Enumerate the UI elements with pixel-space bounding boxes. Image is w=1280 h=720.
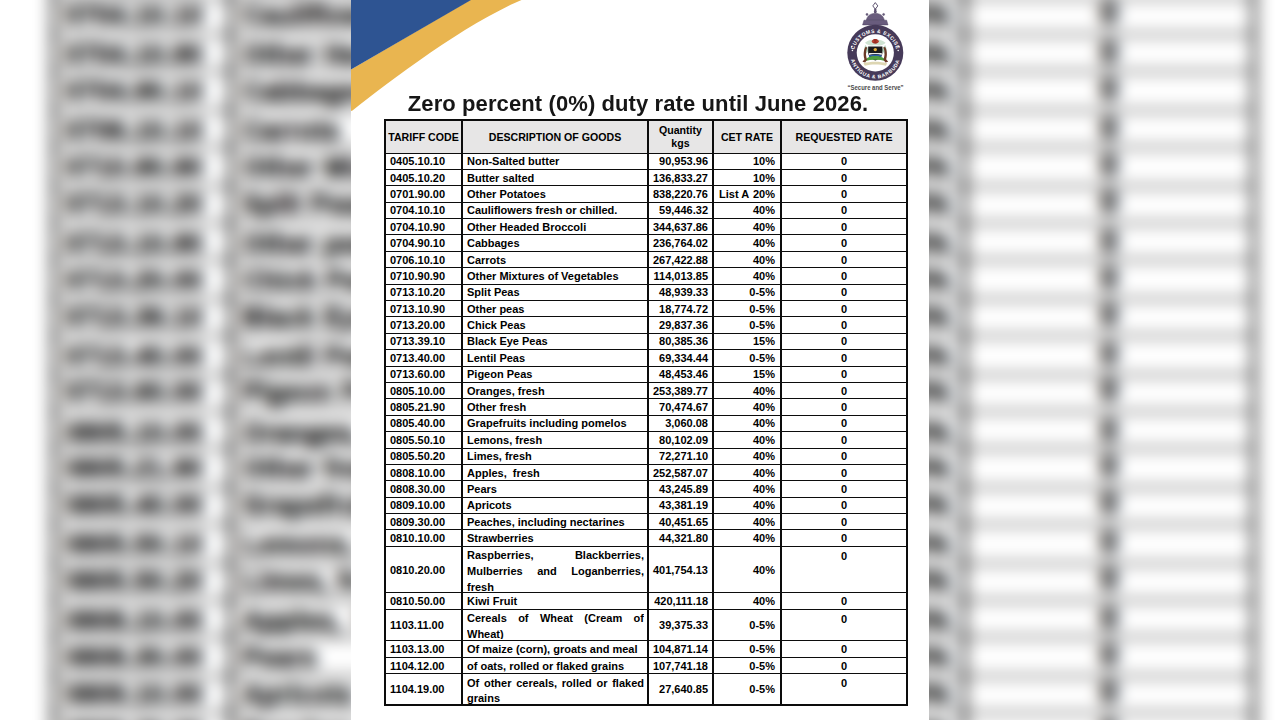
svg-text:“Secure and Serve”: “Secure and Serve” [848, 84, 904, 91]
